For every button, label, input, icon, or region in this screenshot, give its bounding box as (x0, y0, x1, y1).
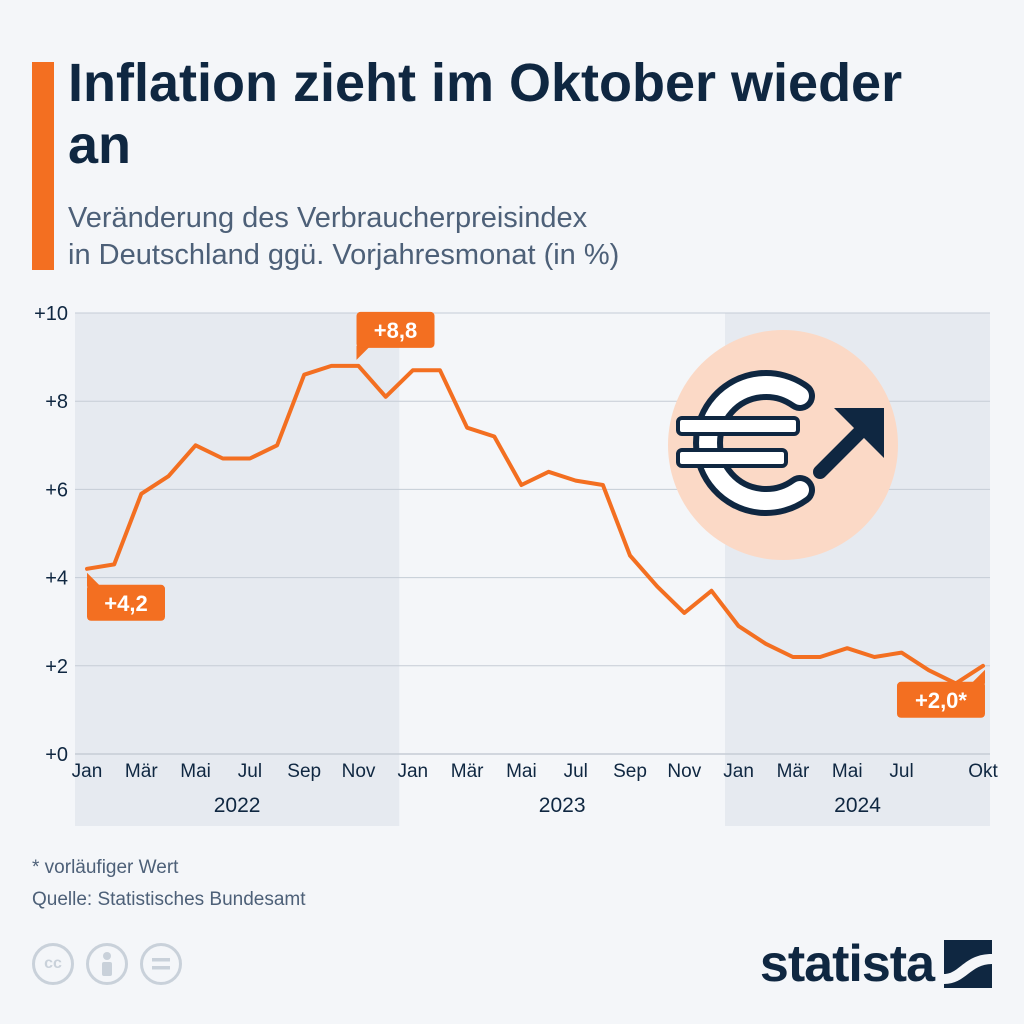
x-tick-label: Mär (125, 761, 158, 782)
x-tick-label: Jul (889, 761, 913, 782)
y-tick-label: +2 (45, 656, 68, 678)
x-tick-label: Jul (564, 761, 588, 782)
license-icons: cc (32, 943, 182, 985)
x-tick-label: Jan (723, 761, 754, 782)
inflation-line-chart: 2022 2023 2024 +0 +2 +4 +6 +8 +10 Jan Mär Mai Jul Sep… (34, 303, 998, 826)
data-label: +2,0* (915, 688, 967, 713)
year-label-2022: 2022 (214, 794, 261, 817)
cc-icon[interactable]: cc (32, 943, 74, 985)
x-tick-label: Mai (180, 761, 211, 782)
source-note: Quelle: Statistisches Bundesamt (32, 889, 306, 910)
footnotes: * vorläufiger Wert Quelle: Statistisches… (32, 852, 306, 916)
provisional-note: * vorläufiger Wert (32, 857, 179, 878)
y-tick-label: +6 (45, 479, 68, 501)
data-callout-tail (356, 345, 371, 360)
euro-rising-icon (668, 330, 898, 560)
subtitle-line-2: in Deutschland ggü. Vorjahresmonat (in %… (68, 239, 620, 271)
data-callout-box (356, 311, 435, 348)
year-band-2022 (75, 313, 400, 826)
by-icon[interactable] (86, 943, 128, 985)
x-tick-label: Jan (72, 761, 103, 782)
x-tick-label: Sep (613, 761, 647, 782)
data-callout-tail (87, 572, 101, 587)
x-tick-label: Nov (667, 761, 701, 782)
y-tick-label: +10 (34, 303, 68, 325)
chart-title: Inflation zieht im Oktober wieder an (68, 53, 903, 175)
y-tick-label: +4 (45, 568, 68, 590)
title-accent-bar (32, 62, 54, 270)
subtitle-line-1: Veränderung des Verbraucherpreisindex (68, 202, 588, 234)
x-tick-label: Jul (238, 761, 262, 782)
data-callout-box (87, 584, 165, 621)
data-label: +8,8 (374, 318, 417, 343)
statista-logo-icon (944, 940, 992, 988)
data-callout-tail (970, 669, 985, 684)
x-tick-label: Mai (832, 761, 863, 782)
year-label-2023: 2023 (539, 794, 586, 817)
y-tick-label: +0 (45, 744, 68, 766)
year-label-2024: 2024 (834, 794, 881, 817)
x-tick-label: Sep (287, 761, 321, 782)
x-tick-label: Mär (451, 761, 484, 782)
x-tick-label: Nov (342, 761, 376, 782)
x-tick-label: Mai (506, 761, 537, 782)
inflation-series-line (85, 363, 985, 686)
statista-logo[interactable]: statista (760, 936, 992, 992)
nd-icon[interactable] (140, 943, 182, 985)
y-tick-label: +8 (45, 391, 68, 413)
x-tick-label: Okt (968, 761, 998, 782)
chart-subtitle: Veränderung des Verbraucherpreisindex in… (68, 200, 968, 274)
data-label: +4,2 (104, 591, 147, 616)
x-tick-label: Jan (397, 761, 428, 782)
x-tick-label: Mär (777, 761, 810, 782)
data-callout-box (896, 681, 985, 718)
statista-wordmark: statista (759, 935, 935, 993)
